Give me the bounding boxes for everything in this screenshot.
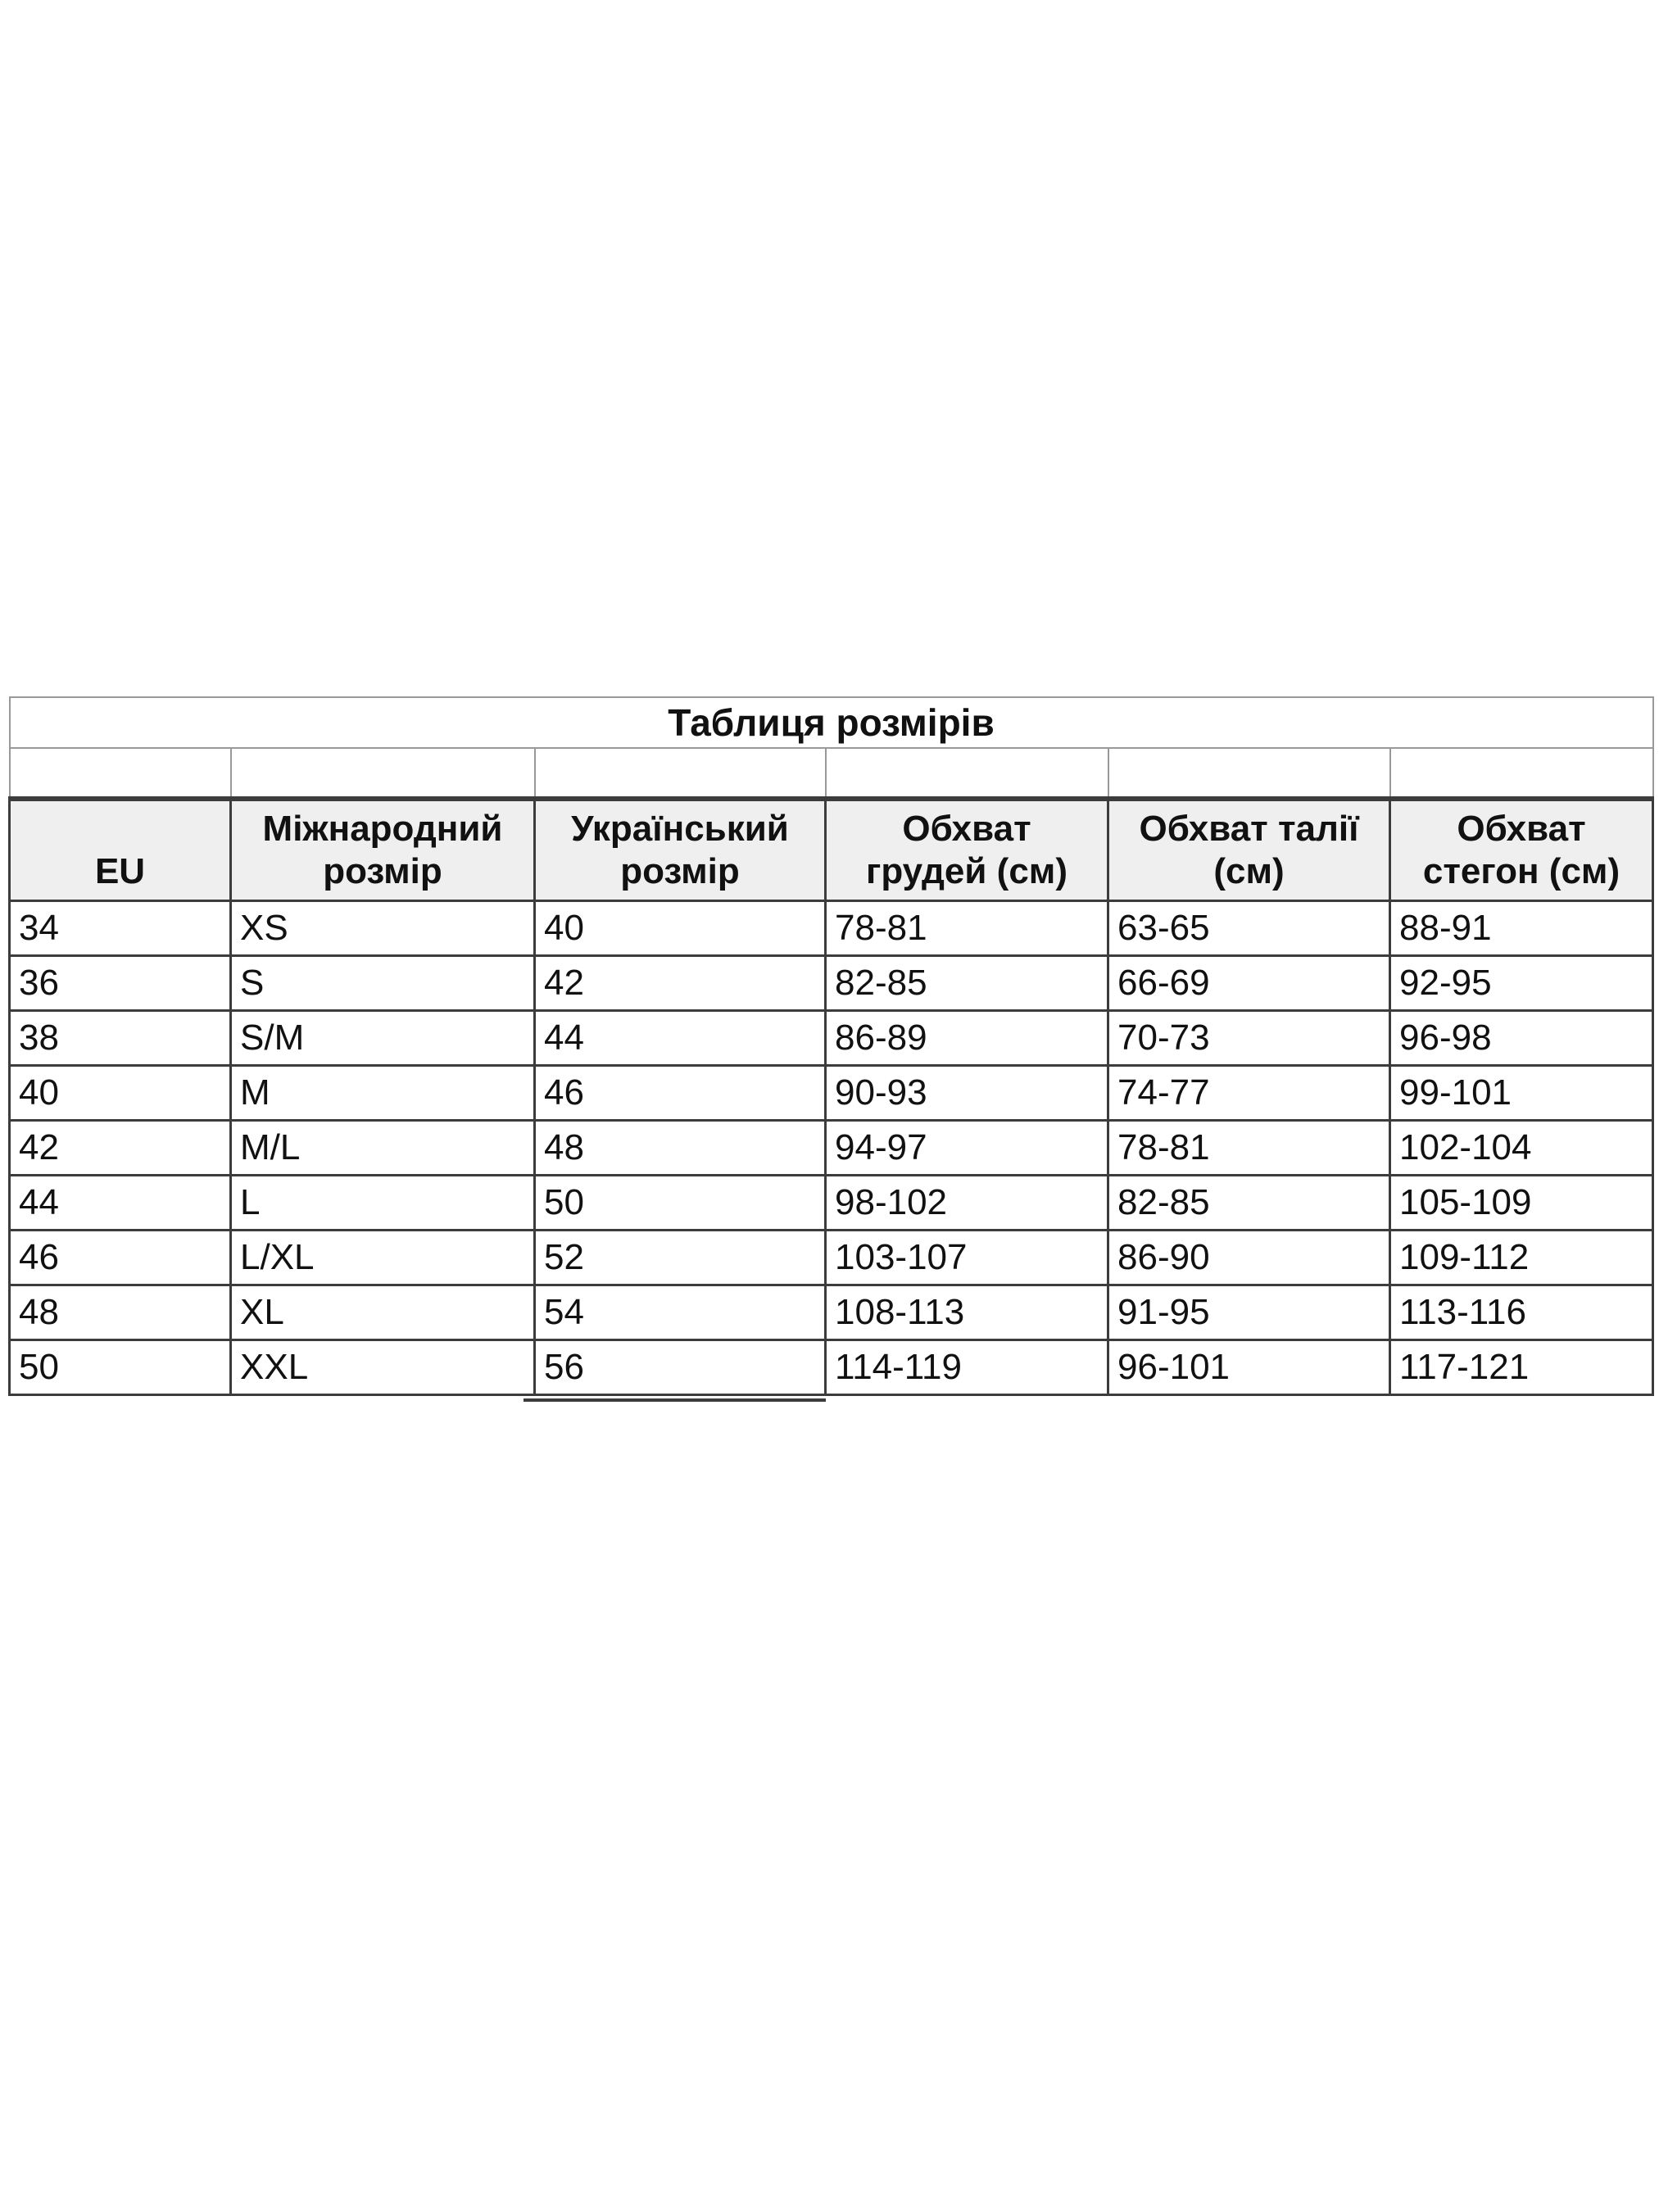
table-row: 42 M/L 48 94-97 78-81 102-104 (8, 1119, 1655, 1176)
cell-waist: 86-90 (1107, 1229, 1391, 1286)
cell-ua-size: 44 (533, 1009, 827, 1067)
spacer-cell (229, 747, 536, 799)
spacer-cell (1107, 747, 1391, 799)
cell-hips: 109-112 (1388, 1229, 1655, 1286)
cell-int-size: XXL (229, 1339, 536, 1396)
cell-int-size: M/L (229, 1119, 536, 1176)
spacer-cell (1389, 747, 1654, 799)
header-row: EU Міжнародний розмір Український розмір… (8, 796, 1655, 902)
column-header-ua-size: Український розмір (533, 796, 827, 902)
cell-int-size: L (229, 1174, 536, 1231)
table-title: Таблиця розмірів (8, 696, 1654, 749)
cell-int-size: S (229, 954, 536, 1012)
column-header-int-size: Міжнародний розмір (229, 796, 536, 902)
table-row: 36 S 42 82-85 66-69 92-95 (8, 954, 1655, 1012)
cell-int-size: M (229, 1064, 536, 1122)
cell-eu: 50 (8, 1339, 232, 1396)
cell-ua-size: 40 (533, 900, 827, 957)
cell-waist: 91-95 (1107, 1284, 1391, 1341)
table-row: 38 S/M 44 86-89 70-73 96-98 (8, 1009, 1655, 1067)
cell-waist: 74-77 (1107, 1064, 1391, 1122)
spacer-cell (533, 747, 827, 799)
table-row: 40 M 46 90-93 74-77 99-101 (8, 1064, 1655, 1122)
cell-int-size: S/M (229, 1009, 536, 1067)
cell-waist: 66-69 (1107, 954, 1391, 1012)
cell-chest: 90-93 (824, 1064, 1109, 1122)
table-row: 44 L 50 98-102 82-85 105-109 (8, 1174, 1655, 1231)
cell-chest: 103-107 (824, 1229, 1109, 1286)
cell-waist: 82-85 (1107, 1174, 1391, 1231)
table-row: 50 XXL 56 114-119 96-101 117-121 (8, 1339, 1655, 1396)
cell-hips: 117-121 (1388, 1339, 1655, 1396)
cell-eu: 40 (8, 1064, 232, 1122)
cell-hips: 113-116 (1388, 1284, 1655, 1341)
cell-hips: 88-91 (1388, 900, 1655, 957)
column-header-hips: Обхват стегон (см) (1388, 796, 1655, 902)
cell-int-size: XS (229, 900, 536, 957)
cell-chest: 98-102 (824, 1174, 1109, 1231)
cell-eu: 36 (8, 954, 232, 1012)
size-chart-table: Таблиця розмірів EU Міжнародний розмір У… (8, 696, 1655, 1396)
table-row: 48 XL 54 108-113 91-95 113-116 (8, 1284, 1655, 1341)
cell-ua-size: 54 (533, 1284, 827, 1341)
cell-eu: 44 (8, 1174, 232, 1231)
cell-eu: 42 (8, 1119, 232, 1176)
cell-chest: 114-119 (824, 1339, 1109, 1396)
cell-ua-size: 48 (533, 1119, 827, 1176)
cell-waist: 70-73 (1107, 1009, 1391, 1067)
spacer-cell (824, 747, 1109, 799)
cell-hips: 96-98 (1388, 1009, 1655, 1067)
spacer-row (8, 747, 1654, 799)
cell-eu: 48 (8, 1284, 232, 1341)
cell-ua-size: 52 (533, 1229, 827, 1286)
cell-chest: 108-113 (824, 1284, 1109, 1341)
size-chart: Таблиця розмірів EU Міжнародний розмір У… (8, 696, 1655, 1402)
cell-chest: 86-89 (824, 1009, 1109, 1067)
cell-chest: 82-85 (824, 954, 1109, 1012)
cell-eu: 34 (8, 900, 232, 957)
table-row: 34 XS 40 78-81 63-65 88-91 (8, 900, 1655, 957)
cell-hips: 105-109 (1388, 1174, 1655, 1231)
cell-ua-size: 56 (533, 1339, 827, 1396)
cell-chest: 94-97 (824, 1119, 1109, 1176)
cell-hips: 99-101 (1388, 1064, 1655, 1122)
table-row: 46 L/XL 52 103-107 86-90 109-112 (8, 1229, 1655, 1286)
cell-chest: 78-81 (824, 900, 1109, 957)
column-header-waist: Обхват талії (см) (1107, 796, 1391, 902)
cell-hips: 92-95 (1388, 954, 1655, 1012)
cell-eu: 46 (8, 1229, 232, 1286)
table-bottom-border-artifact (524, 1398, 826, 1402)
cell-eu: 38 (8, 1009, 232, 1067)
cell-waist: 78-81 (1107, 1119, 1391, 1176)
cell-hips: 102-104 (1388, 1119, 1655, 1176)
cell-ua-size: 46 (533, 1064, 827, 1122)
spacer-cell (8, 747, 232, 799)
column-header-eu: EU (8, 796, 232, 902)
cell-ua-size: 42 (533, 954, 827, 1012)
cell-waist: 63-65 (1107, 900, 1391, 957)
cell-waist: 96-101 (1107, 1339, 1391, 1396)
cell-int-size: L/XL (229, 1229, 536, 1286)
cell-int-size: XL (229, 1284, 536, 1341)
cell-ua-size: 50 (533, 1174, 827, 1231)
table-title-row: Таблиця розмірів (8, 696, 1654, 749)
column-header-chest: Обхват грудей (см) (824, 796, 1109, 902)
